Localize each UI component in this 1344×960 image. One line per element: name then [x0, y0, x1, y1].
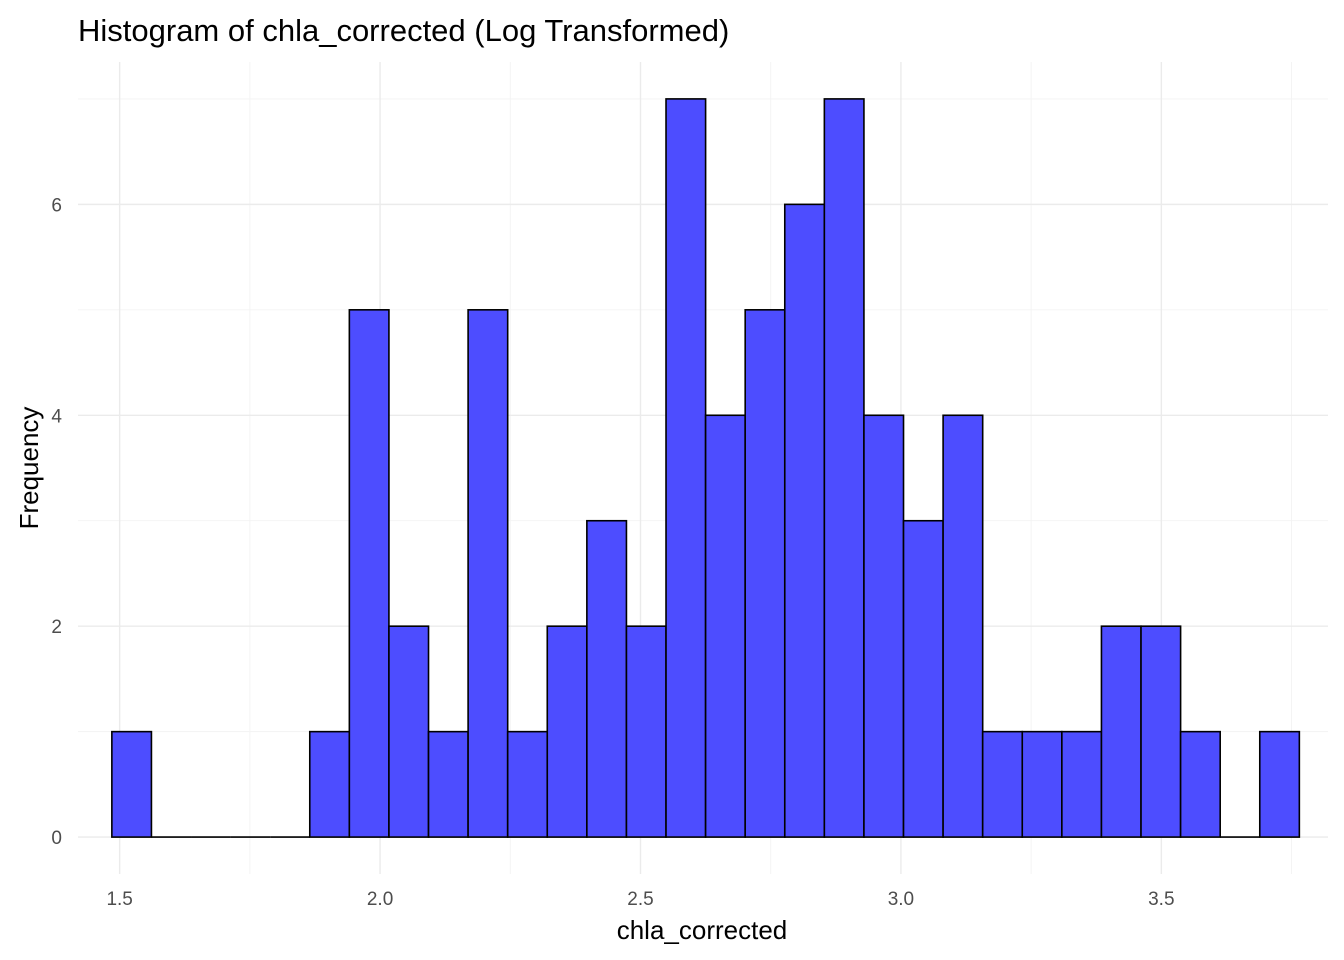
histogram-bar — [1061, 730, 1103, 838]
histogram-bar — [1179, 730, 1221, 838]
y-axis-label: Frequency — [14, 407, 44, 530]
histogram-bar — [467, 309, 509, 838]
x-tick-label: 3.5 — [1148, 889, 1174, 910]
y-tick-label: 6 — [51, 195, 62, 216]
chart-title: Histogram of chla_corrected (Log Transfo… — [78, 13, 729, 48]
y-tick-label: 4 — [51, 406, 62, 427]
histogram-bar — [506, 730, 549, 838]
histogram-bar — [388, 625, 430, 838]
y-tick-label: 0 — [51, 828, 62, 849]
histogram-bar — [1258, 730, 1301, 838]
histogram-bar — [863, 414, 905, 838]
x-tick-label: 1.5 — [106, 889, 132, 910]
histogram-bar — [111, 730, 153, 838]
histogram-bar — [981, 730, 1024, 838]
x-axis-label: chla_corrected — [617, 915, 788, 945]
histogram-bar — [1100, 625, 1142, 838]
histogram-bar — [744, 309, 786, 838]
x-axis-tick-labels: 1.5 2.0 2.5 3.0 3.5 — [106, 889, 1174, 910]
histogram-bar — [902, 519, 944, 838]
histogram-bar — [823, 98, 865, 838]
histogram-bar — [348, 309, 390, 838]
x-tick-label: 3.0 — [888, 889, 914, 910]
histogram-bar — [546, 625, 588, 838]
histogram-bar — [1021, 730, 1063, 838]
histogram-bars — [111, 98, 1301, 838]
histogram-bar — [665, 98, 707, 838]
histogram-bar — [427, 730, 469, 838]
y-tick-label: 2 — [51, 617, 62, 638]
x-tick-label: 2.5 — [627, 889, 653, 910]
histogram-bar — [942, 414, 984, 838]
histogram-bar — [704, 414, 746, 838]
histogram-bar — [783, 203, 826, 838]
y-axis-tick-labels: 0 2 4 6 — [51, 195, 62, 849]
histogram-bar — [586, 519, 628, 838]
histogram-bar — [1140, 625, 1182, 838]
x-tick-label: 2.0 — [367, 889, 393, 910]
histogram-bar — [625, 625, 667, 838]
histogram-bar — [308, 730, 351, 838]
